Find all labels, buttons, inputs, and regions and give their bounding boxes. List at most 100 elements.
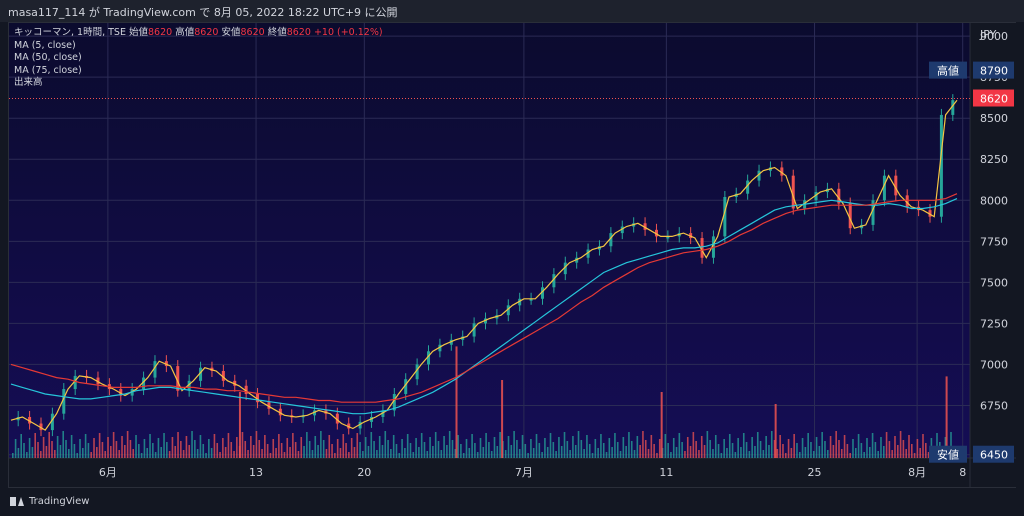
volume-bar (692, 432, 695, 458)
candle-body (335, 413, 339, 424)
volume-bar (51, 441, 53, 458)
volume-bar (600, 434, 602, 458)
volume-bar (784, 453, 787, 458)
volume-bar (899, 431, 902, 458)
volume-bar (737, 438, 739, 458)
volume-bar (362, 451, 364, 458)
volume-bar (300, 437, 303, 458)
volume-bar (555, 451, 557, 458)
candle-body (882, 175, 886, 201)
volume-bar (348, 452, 350, 458)
volume-bar (672, 438, 675, 458)
volume-bar (471, 434, 473, 458)
volume-bar (474, 443, 476, 458)
x-tick-label: 8 (959, 466, 966, 479)
legend-low-label: 安値 (221, 27, 241, 38)
volume-bar (644, 440, 647, 458)
volume-bar (306, 432, 308, 458)
volume-bar (143, 439, 146, 458)
volume-bar (532, 448, 535, 458)
volume-bar (182, 450, 185, 458)
volume-bar (518, 449, 521, 458)
volume-bar (824, 441, 826, 458)
volume-bar (882, 446, 885, 458)
volume-bar (516, 440, 518, 458)
volume-bar (594, 439, 597, 458)
volume-bar (17, 448, 20, 458)
volume-bar (252, 445, 255, 458)
volume-bar (118, 450, 121, 458)
last-price-value: 8620 (980, 93, 1008, 106)
volume-bar (558, 437, 560, 458)
legend-ma75[interactable]: MA (75, close) (14, 64, 82, 76)
volume-bar (65, 440, 67, 458)
volume-bar (59, 445, 62, 458)
volume-bar (524, 444, 527, 458)
candle-body (438, 344, 442, 352)
volume-bar (124, 445, 126, 458)
x-tick-label: 20 (357, 466, 371, 479)
volume-bar (202, 444, 205, 458)
volume-bar (269, 453, 272, 458)
volume-bar (110, 446, 112, 458)
candle-body (506, 305, 510, 316)
volume-bar (569, 450, 571, 458)
candle-body (723, 197, 727, 237)
volume-bar (191, 431, 193, 458)
candle-body (404, 379, 408, 394)
candle-body (256, 393, 260, 403)
volume-bar (908, 435, 910, 458)
volume-bar (387, 440, 389, 458)
volume-bar (26, 452, 28, 458)
volume-bar (787, 439, 790, 458)
volume-bar (275, 448, 277, 458)
volume-bar (541, 452, 543, 458)
last-price-box (973, 89, 1014, 107)
tradingview-logo[interactable]: TradingView (10, 496, 89, 507)
volume-bar (639, 445, 641, 458)
volume-bar (196, 449, 199, 458)
volume-bar (107, 437, 109, 458)
volume-bar (807, 433, 809, 458)
volume-bar (334, 453, 336, 458)
volume-bar (409, 443, 412, 458)
volume-bar (244, 441, 247, 458)
volume-bar (798, 452, 801, 458)
legend-ma5[interactable]: MA (5, close) (14, 39, 76, 51)
volume-spike (774, 404, 777, 458)
volume-bar (70, 435, 73, 458)
volume-bar (493, 437, 496, 458)
volume-bar (34, 433, 37, 458)
candle-body (427, 351, 431, 365)
volume-bar (684, 451, 686, 458)
volume-bar (76, 453, 79, 458)
volume-bar (432, 446, 434, 458)
volume-bar (266, 444, 269, 458)
volume-bar (681, 442, 683, 458)
candle-body (757, 170, 761, 181)
volume-spike (945, 376, 948, 458)
volume-bar (625, 446, 627, 458)
volume-bar (87, 443, 90, 458)
volume-bar (843, 435, 846, 458)
volume-bar (412, 452, 415, 458)
volume-bar (560, 446, 563, 458)
volume-bar (420, 433, 423, 458)
volume-bar (854, 448, 857, 458)
y-tick-label: 7500 (980, 276, 1008, 289)
legend-volume[interactable]: 出来高 (14, 77, 43, 88)
volume-bar (700, 436, 703, 458)
volume-bar (622, 437, 625, 458)
volume-bar (406, 434, 409, 458)
volume-bar (535, 434, 538, 458)
legend-ma50[interactable]: MA (50, close) (14, 52, 82, 63)
volume-bar (742, 433, 745, 458)
volume-bar (611, 447, 613, 458)
volume-bar (48, 432, 51, 458)
volume-bar (325, 449, 328, 458)
volume-bar (353, 447, 356, 458)
volume-bar (166, 442, 168, 458)
candle-body (814, 192, 818, 201)
volume-bar (499, 432, 501, 458)
